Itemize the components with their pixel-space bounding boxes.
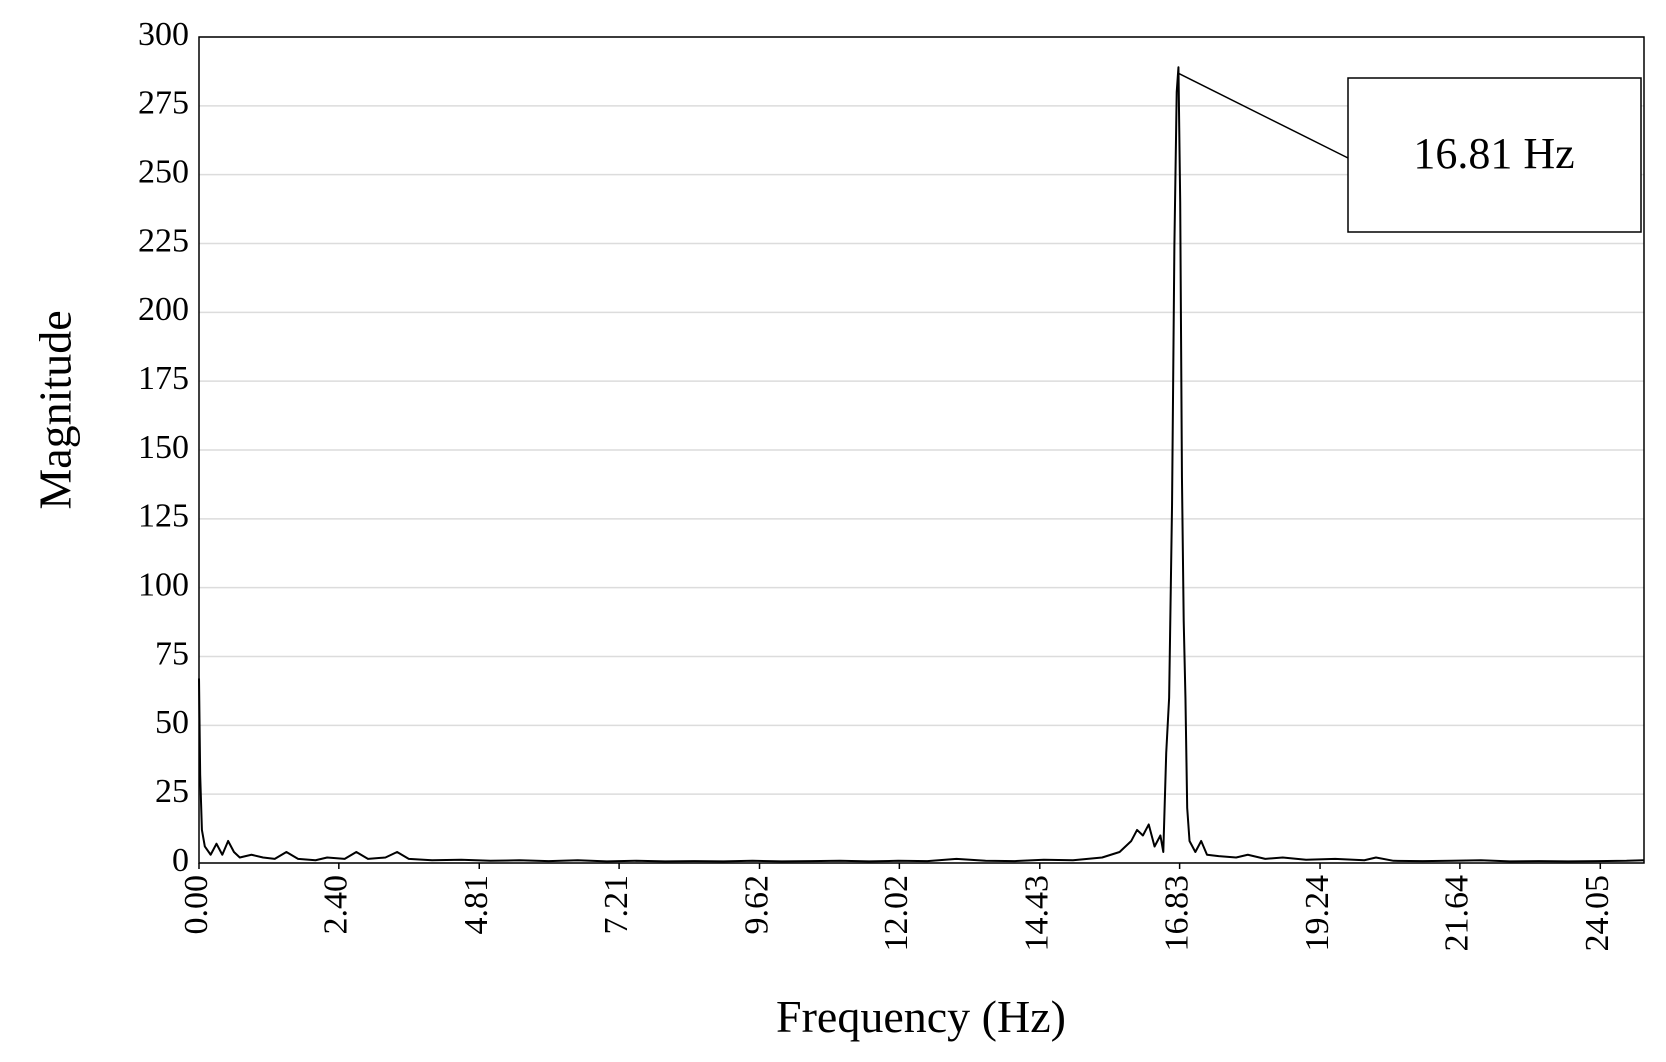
series-line <box>198 66 1645 863</box>
x-tick-label: 21.64 <box>1439 875 1476 952</box>
y-tick-label: 175 <box>138 360 189 397</box>
x-tick-label: 14.43 <box>1019 875 1056 952</box>
x-tick-label: 12.02 <box>878 875 915 952</box>
y-tick-label: 250 <box>138 153 189 190</box>
y-tick-label: 300 <box>138 16 189 53</box>
y-tick-label: 125 <box>138 498 189 535</box>
y-tick-label: 100 <box>138 566 189 603</box>
y-tick-label: 25 <box>155 773 189 810</box>
y-tick-label: 225 <box>138 222 189 259</box>
y-tick-label: 275 <box>138 85 189 122</box>
y-axis-title: Magnitude <box>30 310 81 509</box>
y-tick-label: 75 <box>155 635 189 672</box>
x-tick-label: 7.21 <box>598 875 635 935</box>
ticks: 0 25 50 75 100 125 150 175 200 225 250 275 300 0.00 2.… <box>138 16 1616 952</box>
x-tick-label: 19.24 <box>1299 875 1336 952</box>
annotation: 16.81 Hz <box>1178 72 1642 233</box>
y-tick-label: 0 <box>172 842 189 879</box>
x-tick-label: 24.05 <box>1579 875 1616 952</box>
x-tick-label: 2.40 <box>318 875 355 935</box>
y-tick-label: 200 <box>138 291 189 328</box>
plot-frame <box>198 36 1645 864</box>
annotation-leader <box>1178 72 1349 159</box>
y-tick-label: 50 <box>155 704 189 741</box>
x-axis-title: Frequency (Hz) <box>776 991 1066 1042</box>
annotation-text: 16.81 Hz <box>1413 129 1574 178</box>
x-tick-label: 4.81 <box>458 875 495 935</box>
plot <box>198 66 1645 863</box>
annotation-box <box>1347 77 1642 233</box>
x-tick-label: 16.83 <box>1158 875 1195 952</box>
y-tick-label: 150 <box>138 429 189 466</box>
x-tick-label: 9.62 <box>738 875 775 935</box>
x-tick-label: 0.00 <box>178 875 215 935</box>
